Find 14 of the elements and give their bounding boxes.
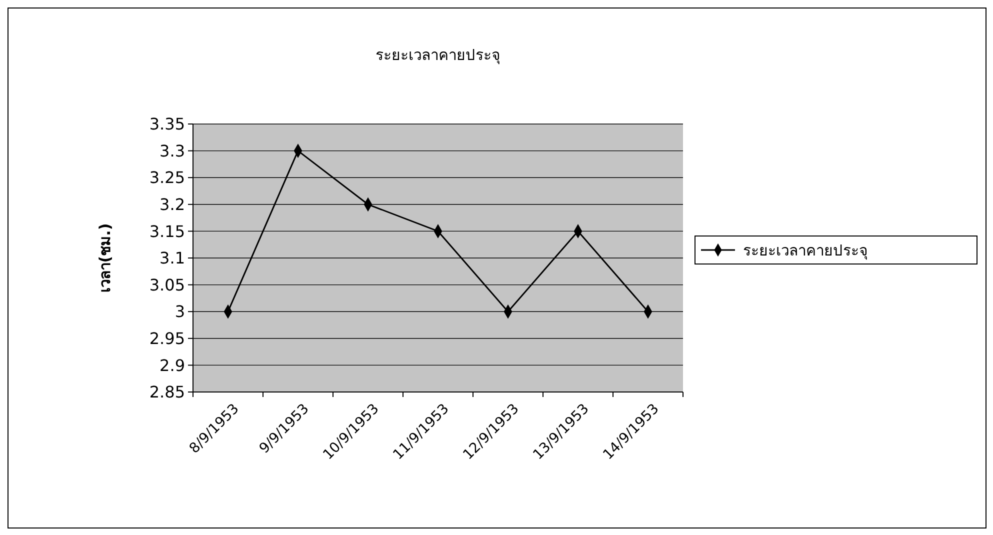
y-tick-label: 2.85 xyxy=(149,382,185,402)
y-tick-label: 3.15 xyxy=(149,222,185,241)
y-tick-label: 3.35 xyxy=(149,114,185,134)
y-tick-label: 3.25 xyxy=(149,168,185,188)
y-axis-title: เวลา(ชม.) xyxy=(96,223,114,293)
y-tick-label: 3.1 xyxy=(160,248,185,268)
y-tick-label: 3.3 xyxy=(160,141,185,160)
y-tick-label: 3.05 xyxy=(149,275,185,294)
chart-title: ระยะเวลาคายประจุ xyxy=(376,46,500,65)
y-tick-label: 3.2 xyxy=(160,195,185,214)
y-tick-label: 2.9 xyxy=(160,356,185,375)
y-tick-label: 2.95 xyxy=(149,329,185,348)
legend-label: ระยะเวลาคายประจุ xyxy=(743,241,868,260)
y-tick-label: 3 xyxy=(174,302,185,322)
